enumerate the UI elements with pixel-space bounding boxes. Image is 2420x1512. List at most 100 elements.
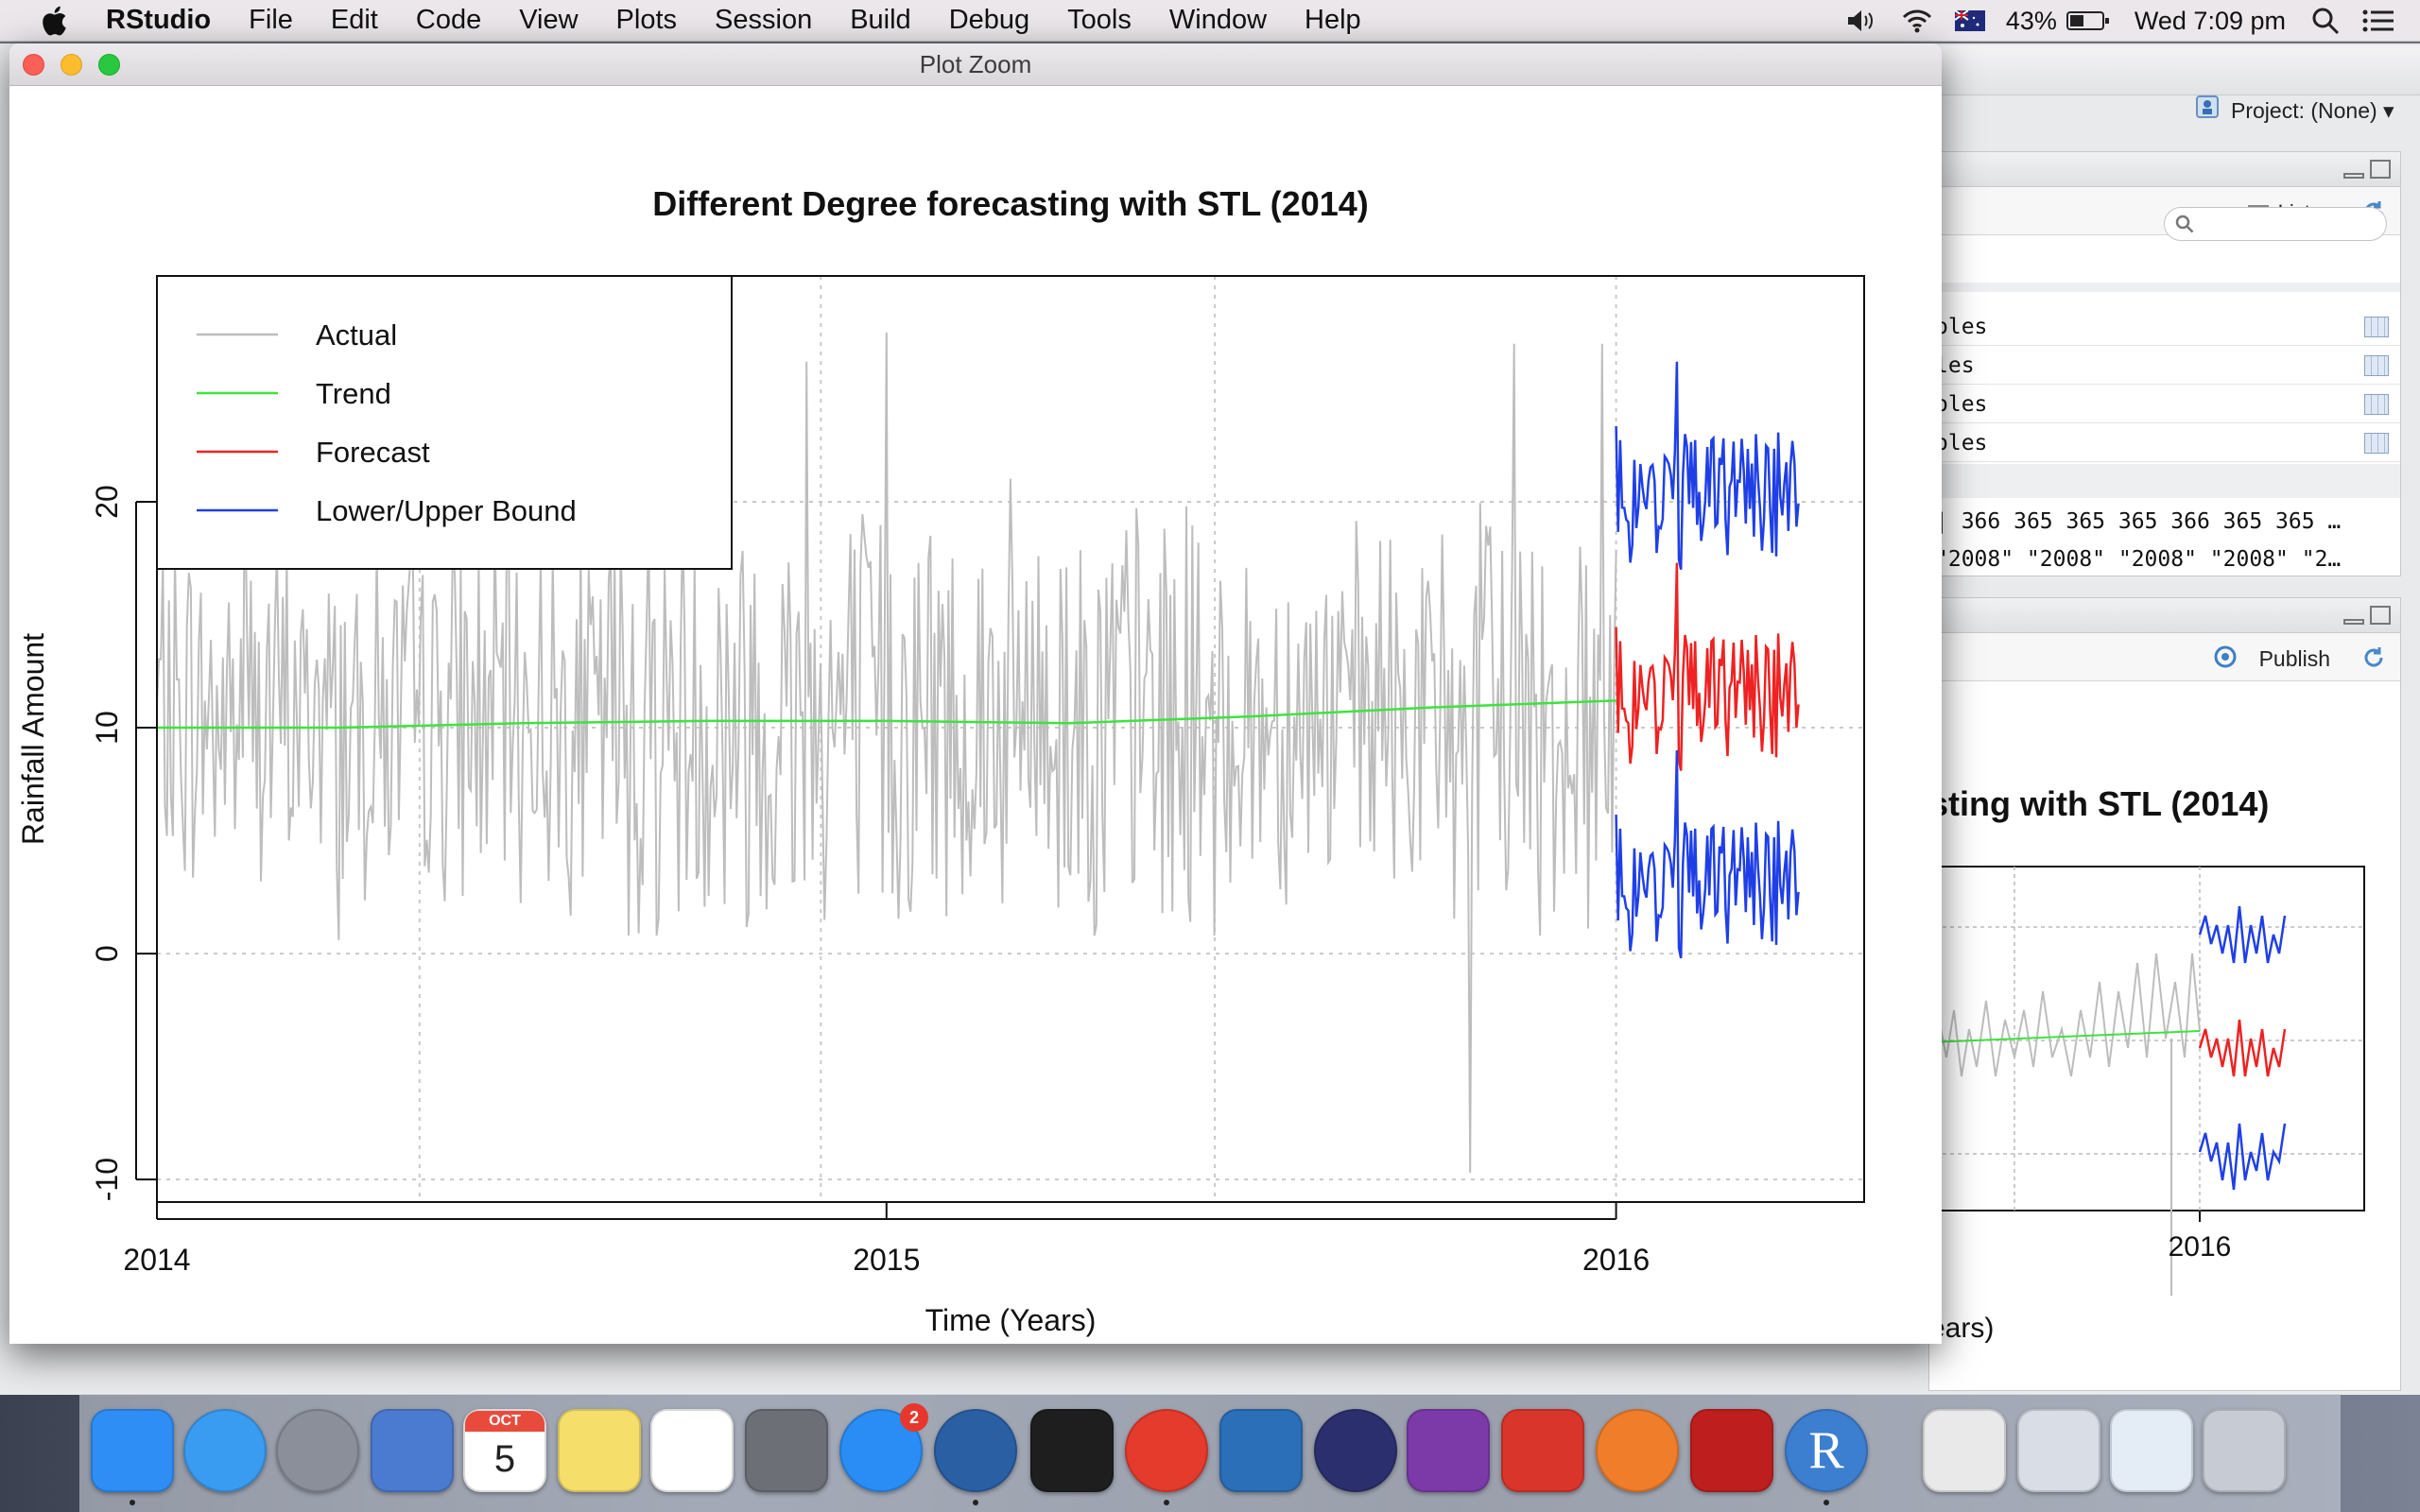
notification-center-icon[interactable]	[2361, 8, 2395, 34]
window-close-button[interactable]	[23, 54, 44, 76]
reminders-icon[interactable]	[650, 1409, 734, 1492]
y-axis-tick-label: -10	[90, 1158, 124, 1201]
y-axis-tick-label: 0	[90, 945, 124, 962]
spotlight-search-icon[interactable]	[2310, 6, 2341, 36]
chrome-icon[interactable]	[1125, 1409, 1208, 1492]
upper-bound-series-line	[1615, 361, 1800, 570]
system-preferences-icon[interactable]	[745, 1409, 828, 1492]
plot-preview-trend-line	[1929, 1030, 2201, 1043]
view-table-icon[interactable]	[2364, 355, 2389, 376]
environment-row-label: oles	[1935, 431, 1988, 455]
wifi-icon[interactable]	[1900, 7, 1934, 35]
environment-row[interactable]: oles	[1929, 307, 2400, 346]
sourcetree-icon[interactable]	[934, 1409, 1017, 1492]
environment-row-label: oles	[1935, 392, 1988, 417]
terminal-icon[interactable]	[1030, 1409, 1114, 1492]
input-source-flag-icon[interactable]	[1954, 10, 1985, 31]
filezilla-icon[interactable]	[1690, 1409, 1773, 1492]
battery-icon[interactable]	[2066, 9, 2110, 32]
y-axis-tick-label: 20	[90, 485, 124, 519]
chart-title: Different Degree forecasting with STL (2…	[652, 184, 1369, 223]
pencil-icon[interactable]	[1596, 1409, 1679, 1492]
window-zoom-button[interactable]	[98, 54, 120, 76]
finder-icon[interactable]	[91, 1409, 174, 1492]
view-table-icon[interactable]	[2364, 394, 2389, 415]
mail-icon[interactable]	[371, 1409, 454, 1492]
menu-file[interactable]: File	[249, 5, 293, 35]
plots-pane-header	[1929, 598, 2400, 633]
plot-zoom-titlebar[interactable]: Plot Zoom	[9, 43, 1942, 86]
xmind-icon[interactable]	[1501, 1409, 1584, 1492]
plot-frame	[156, 275, 1865, 1203]
plot-preview-title: sting with STL (2014)	[1929, 784, 2269, 823]
menu-tools[interactable]: Tools	[1067, 5, 1132, 35]
menu-help[interactable]: Help	[1305, 5, 1361, 35]
menu-plots[interactable]: Plots	[615, 5, 678, 35]
publish-button[interactable]: Publish	[2258, 646, 2330, 671]
r-icon[interactable]: R	[1785, 1409, 1868, 1492]
calendar-month: OCT	[465, 1411, 544, 1432]
minimize-pane-icon[interactable]	[2343, 619, 2364, 625]
x-axis-tick-label: 2016	[1582, 1243, 1650, 1277]
minimize-pane-icon[interactable]	[2343, 173, 2364, 179]
chart-series	[156, 332, 1800, 1173]
legend-label: Forecast	[316, 436, 430, 469]
environment-row[interactable]: les	[1929, 346, 2400, 385]
calendar-icon[interactable]: OCT 5	[463, 1409, 546, 1492]
environment-search-input[interactable]	[2164, 207, 2387, 241]
stl-forecast-chart: 2014 2015 2016 -10 0 10 20 Different Degree fo…	[16, 184, 1865, 1337]
menu-bar: RStudio File Edit Code View Plots Sessio…	[0, 0, 2420, 42]
menu-edit[interactable]: Edit	[330, 5, 378, 35]
actual-series-line	[156, 332, 1617, 1173]
trash-icon[interactable]	[2203, 1409, 2286, 1492]
menu-build[interactable]: Build	[850, 5, 911, 35]
volume-icon[interactable]	[1845, 7, 1879, 35]
onenote-icon[interactable]	[1407, 1409, 1490, 1492]
app-store-badge: 2	[900, 1403, 928, 1432]
menu-debug[interactable]: Debug	[948, 5, 1030, 35]
environment-values-line: | 366 365 365 365 366 365 365 …	[1935, 509, 2342, 534]
eclipse-icon[interactable]	[1314, 1409, 1397, 1492]
menu-window[interactable]: Window	[1168, 5, 1268, 35]
menu-session[interactable]: Session	[715, 5, 813, 35]
screenshot-doc-icon[interactable]	[2017, 1409, 2100, 1492]
safari-icon[interactable]	[183, 1409, 267, 1492]
legend-label: Actual	[316, 318, 397, 352]
menu-code[interactable]: Code	[415, 5, 482, 35]
status-menus: 43% Wed 7:09 pm	[1824, 0, 2395, 42]
view-table-icon[interactable]	[2364, 317, 2389, 337]
refresh-icon[interactable]	[2360, 644, 2387, 671]
rstudio-toolbar	[1938, 45, 2420, 95]
apple-menu-icon[interactable]	[38, 3, 74, 39]
environment-row[interactable]: oles	[1929, 385, 2400, 423]
publish-icon	[2214, 645, 2237, 668]
legend-box	[156, 275, 733, 570]
notes-icon[interactable]	[558, 1409, 641, 1492]
project-label-text: Project: (None)	[2231, 98, 2377, 123]
report-doc-icon[interactable]	[2110, 1409, 2193, 1492]
calendar-day: 5	[493, 1438, 516, 1480]
plots-toolbar: Publish	[1929, 633, 2400, 681]
menu-view[interactable]: View	[519, 5, 579, 35]
plot-preview-upper-line	[2198, 905, 2287, 964]
environment-row[interactable]: oles	[1929, 423, 2400, 462]
menu-app-name[interactable]: RStudio	[106, 5, 212, 35]
app-store-icon[interactable]: 2	[839, 1403, 928, 1492]
view-table-icon[interactable]	[2364, 433, 2389, 454]
scrivener-icon[interactable]	[1219, 1409, 1303, 1492]
window-minimize-button[interactable]	[60, 54, 82, 76]
running-indicator	[973, 1500, 978, 1505]
maximize-pane-icon[interactable]	[2370, 160, 2391, 179]
project-menu[interactable]: Project: (None) ▾	[2231, 98, 2394, 123]
project-icon	[2196, 95, 2219, 118]
chart-legend: Actual Trend Forecast Lower/Upper Bound	[156, 275, 733, 570]
window-title: Plot Zoom	[919, 50, 1032, 78]
plot-preview-x-tick-label: 2016	[2169, 1231, 2232, 1263]
legend-label: Trend	[316, 377, 391, 410]
menubar-clock[interactable]: Wed 7:09 pm	[2134, 6, 2286, 35]
preview-doc-icon[interactable]	[1923, 1409, 2006, 1492]
launchpad-icon[interactable]	[276, 1409, 359, 1492]
plot-preview: sting with STL (2014) 2016 ears)	[1929, 784, 2365, 1344]
plot-preview-forecast-line	[2198, 1019, 2287, 1077]
maximize-pane-icon[interactable]	[2370, 606, 2391, 625]
